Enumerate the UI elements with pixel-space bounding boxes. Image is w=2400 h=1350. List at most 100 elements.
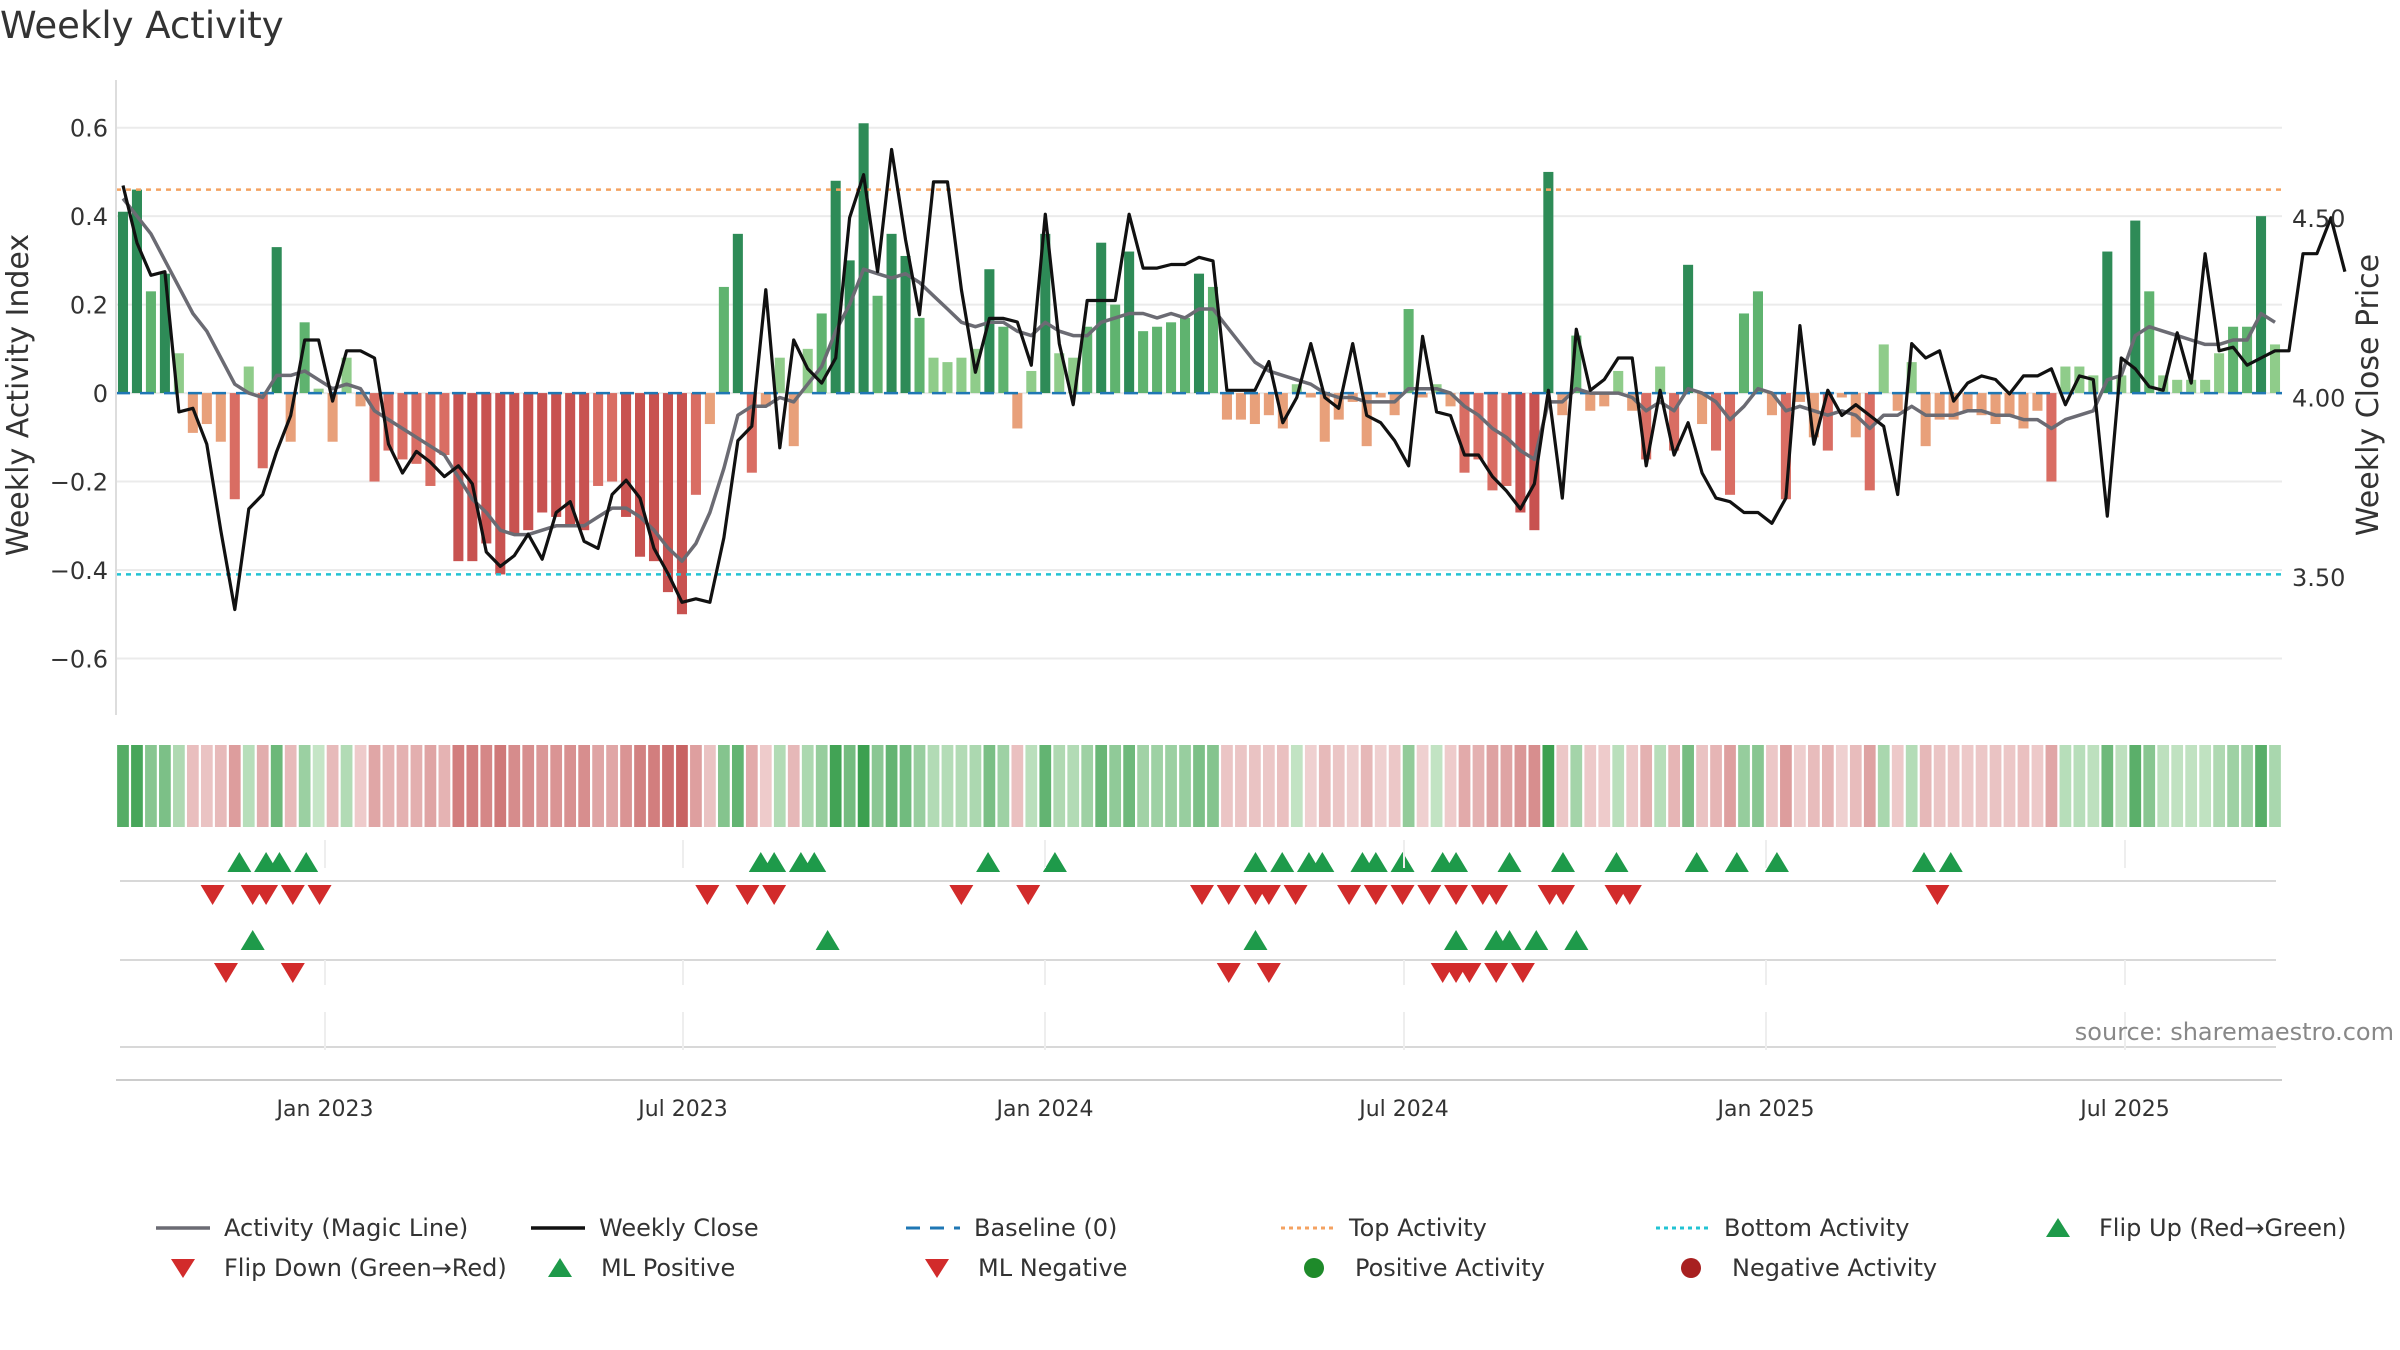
- legend-item: ML Negative: [904, 1248, 1281, 1288]
- heat-cell: [1640, 745, 1653, 827]
- x-tick-label: Jul 2023: [636, 1097, 728, 1122]
- heat-cell: [1877, 745, 1890, 827]
- activity-bar: [1417, 393, 1428, 398]
- heat-cell: [662, 745, 674, 827]
- activity-bar: [257, 393, 268, 469]
- activity-bar: [2214, 353, 2225, 394]
- activity-bar: [2130, 220, 2141, 394]
- activity-bar: [1166, 322, 1177, 394]
- ml-negative-marker: [1510, 963, 1535, 983]
- ml-positive-marker: [1243, 930, 1268, 950]
- activity-bar: [1403, 309, 1414, 394]
- heat-cell: [1584, 745, 1597, 827]
- activity-bar: [2018, 393, 2029, 429]
- legend-item: Negative Activity: [1658, 1248, 2035, 1288]
- heat-cell: [1752, 745, 1764, 827]
- legend-line-icon: [531, 1226, 585, 1230]
- heat-cell: [410, 745, 423, 827]
- activity-bar: [732, 233, 743, 394]
- heat-cell: [1360, 745, 1373, 827]
- activity-bar: [1683, 264, 1694, 394]
- flip-down-marker: [200, 885, 225, 905]
- legend-dot-line-icon: [1281, 1226, 1335, 1230]
- legend-label: Flip Down (Green→Red): [224, 1254, 507, 1282]
- heat-cell: [1682, 745, 1694, 827]
- flip-up-marker: [267, 852, 292, 872]
- activity-bar: [1711, 393, 1722, 451]
- heat-cell: [1961, 745, 1974, 827]
- heat-cell: [1346, 745, 1359, 827]
- flip-up-marker: [802, 852, 827, 872]
- legend-item: Positive Activity: [1281, 1248, 1658, 1288]
- flip-up-marker: [1243, 852, 1268, 872]
- heat-cell: [1402, 745, 1415, 827]
- activity-bar: [1361, 393, 1372, 447]
- heat-cell: [592, 745, 604, 827]
- heat-cell: [145, 745, 157, 827]
- activity-bar: [593, 393, 604, 486]
- activity-bar: [509, 393, 520, 535]
- heat-cell: [1528, 745, 1541, 827]
- activity-bar: [1780, 393, 1791, 500]
- activity-bar: [1515, 393, 1526, 513]
- heat-cell: [1318, 745, 1331, 827]
- legend-dot-line-icon: [1656, 1226, 1710, 1230]
- heat-cell: [508, 745, 521, 827]
- heat-cell: [899, 745, 912, 827]
- activity-bar: [159, 273, 170, 394]
- heat-cell: [2101, 745, 2114, 827]
- legend-circle: [1304, 1258, 1324, 1278]
- heat-cell: [1039, 745, 1052, 827]
- activity-bar: [1152, 326, 1163, 394]
- activity-bar: [2004, 393, 2015, 416]
- activity-bar: [1627, 393, 1638, 411]
- ml-negative-marker: [213, 963, 238, 983]
- activity-bar: [2172, 379, 2183, 394]
- heat-cell: [2157, 745, 2170, 827]
- activity-bar: [662, 393, 674, 593]
- activity-bar: [2186, 379, 2197, 394]
- activity-bar: [243, 366, 254, 394]
- activity-bar: [2200, 379, 2211, 394]
- heat-cell: [1304, 745, 1317, 827]
- heat-cell: [2199, 745, 2212, 827]
- flip-up-marker: [294, 852, 319, 872]
- heat-cell: [2129, 745, 2142, 827]
- x-tick-label: Jan 2023: [275, 1097, 374, 1122]
- heat-cell: [759, 745, 772, 827]
- heat-cell: [1249, 745, 1261, 827]
- y-tick-label: −0.2: [50, 469, 108, 497]
- heat-cell: [1486, 745, 1499, 827]
- activity-bar: [1794, 393, 1805, 402]
- legend-down-triangle: [925, 1259, 949, 1278]
- heat-cell: [1612, 745, 1625, 827]
- activity-bar: [1864, 393, 1875, 491]
- heat-cell: [871, 745, 884, 827]
- activity-bar: [2144, 291, 2155, 394]
- legend-dash-icon: [906, 1226, 960, 1230]
- activity-bar: [397, 393, 408, 460]
- activity-bar: [425, 393, 436, 486]
- legend-circle-icon: [1304, 1258, 1324, 1278]
- activity-bar: [774, 357, 785, 394]
- activity-bar: [355, 393, 366, 407]
- heat-cell: [787, 745, 800, 827]
- x-tick-label: Jan 2024: [995, 1097, 1094, 1122]
- activity-bar: [1026, 370, 1037, 394]
- activity-bar: [467, 393, 478, 562]
- heat-cell: [1807, 745, 1820, 827]
- heat-cell: [1933, 745, 1946, 827]
- heat-cell: [1863, 745, 1876, 827]
- heat-cell: [1011, 745, 1024, 827]
- activity-bar: [2046, 393, 2057, 482]
- heat-cell: [620, 745, 632, 827]
- activity-bar: [928, 357, 939, 394]
- heat-cell: [1053, 745, 1066, 827]
- legend-item: Activity (Magic Line): [150, 1208, 525, 1248]
- activity-bar: [1319, 393, 1330, 442]
- activity-bar: [1179, 317, 1191, 394]
- heat-cell: [186, 745, 199, 827]
- legend-item: Flip Up (Red→Green): [2025, 1208, 2400, 1248]
- heat-cell: [2143, 745, 2156, 827]
- ml-positive-marker: [240, 930, 265, 950]
